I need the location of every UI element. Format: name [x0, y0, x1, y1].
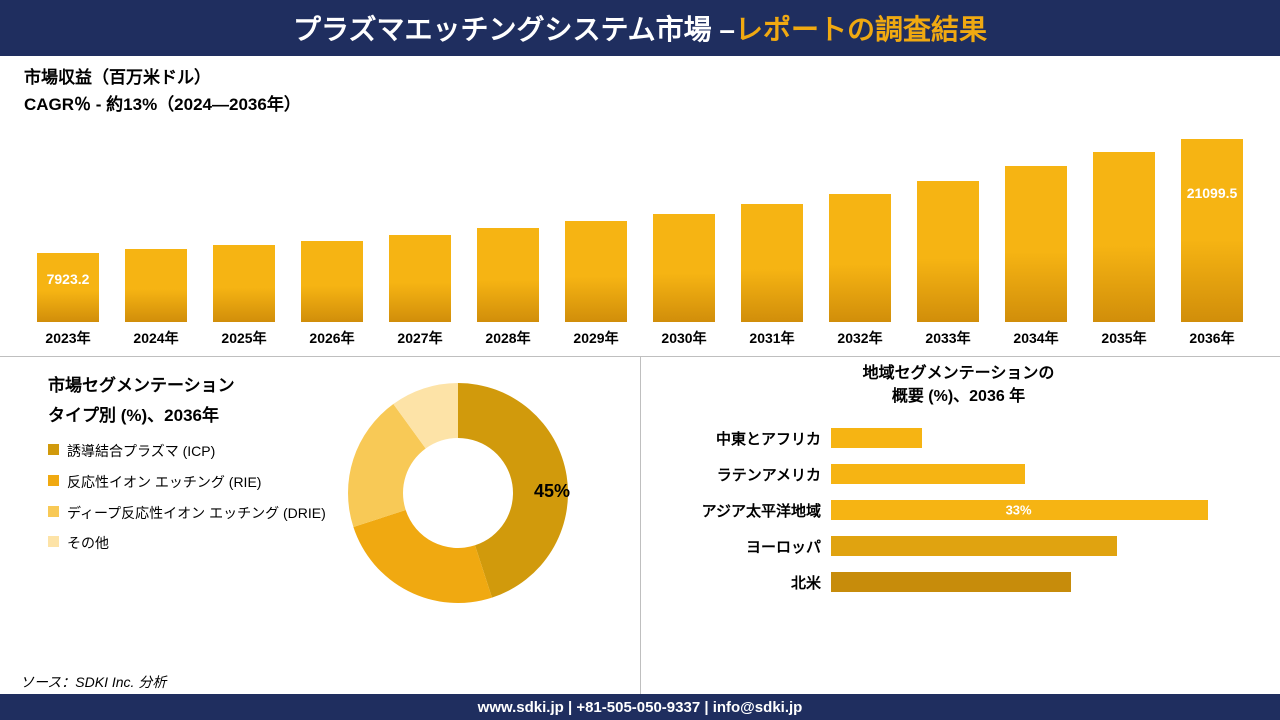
bar-x-label: 2023年	[24, 328, 112, 348]
legend-swatch	[48, 536, 59, 547]
bottom-panels: 市場セグメンテーション タイプ別 (%)、2036年 誘導結合プラズマ (ICP…	[0, 357, 1280, 694]
region-bar	[831, 428, 922, 448]
bar-x-label: 2026年	[288, 328, 376, 348]
bar-cell	[728, 204, 816, 322]
revenue-bar	[1093, 152, 1155, 322]
donut-highlight-label: 45%	[534, 481, 570, 502]
region-bar	[831, 464, 1025, 484]
revenue-bar	[301, 241, 363, 323]
bar-x-label: 2034年	[992, 328, 1080, 348]
region-row: 北米	[661, 564, 1256, 600]
title-accent: レポートの調査結果	[735, 8, 987, 48]
report-title-bar: プラズマエッチングシステム市場 – レポートの調査結果	[0, 0, 1280, 56]
revenue-section: 市場収益（百万米ドル） CAGR％ - 約13%（2024―2036年） 792…	[0, 56, 1280, 348]
donut-slice	[353, 510, 492, 603]
revenue-bar-chart: 7923.221099.5 2023年2024年2025年2026年2027年2…	[24, 122, 1256, 348]
revenue-bar	[741, 204, 803, 322]
bar-x-label: 2028年	[464, 328, 552, 348]
legend-label: ディープ反応性イオン エッチング (DRIE)	[67, 500, 326, 527]
last-bar-value: 21099.5	[1187, 185, 1238, 201]
region-row: ヨーロッパ	[661, 528, 1256, 564]
region-label: 北米	[661, 572, 831, 593]
bar-x-label: 2032年	[816, 328, 904, 348]
region-row: 中東とアフリカ	[661, 420, 1256, 456]
bar-cell: 7923.2	[24, 253, 112, 322]
bar-x-label: 2036年	[1168, 328, 1256, 348]
revenue-subhead-1: 市場収益（百万米ドル）	[24, 64, 1256, 91]
bar-cell	[992, 166, 1080, 323]
first-bar-value: 7923.2	[47, 271, 90, 287]
bar-cell	[640, 214, 728, 323]
revenue-bar: 7923.2	[37, 253, 99, 322]
region-row: アジア太平洋地域 33%	[661, 492, 1256, 528]
bar-x-label: 2035年	[1080, 328, 1168, 348]
donut-chart: 45%	[344, 379, 572, 607]
revenue-bar	[653, 214, 715, 323]
region-track: 33%	[831, 500, 1256, 520]
source-note: ソース：SDKI Inc. 分析	[20, 672, 166, 692]
revenue-bar	[477, 228, 539, 323]
legend-swatch	[48, 506, 59, 517]
region-label: 中東とアフリカ	[661, 428, 831, 449]
region-bar	[831, 572, 1071, 592]
footer-bar: www.sdki.jp | +81-505-050-9337 | info@sd…	[0, 694, 1280, 720]
revenue-bar: 21099.5	[1181, 139, 1243, 322]
bar-cell	[288, 241, 376, 323]
region-track	[831, 572, 1256, 592]
region-bar-value: 33%	[1006, 503, 1032, 518]
region-label: ヨーロッパ	[661, 536, 831, 557]
bar-x-label: 2031年	[728, 328, 816, 348]
bar-cell	[200, 245, 288, 322]
region-label: アジア太平洋地域	[661, 500, 831, 521]
bar-cell	[376, 235, 464, 323]
bar-cell	[552, 221, 640, 323]
legend-label: その他	[67, 530, 109, 557]
bar-cell	[464, 228, 552, 323]
footer-text: www.sdki.jp | +81-505-050-9337 | info@sd…	[478, 699, 803, 716]
region-bar	[831, 536, 1117, 556]
region-hbar-chart: 中東とアフリカラテンアメリカアジア太平洋地域 33% ヨーロッパ北米	[661, 420, 1256, 600]
revenue-bar	[125, 249, 187, 322]
region-label: ラテンアメリカ	[661, 464, 831, 485]
bar-cell	[1080, 152, 1168, 322]
bar-cell	[112, 249, 200, 322]
bar-cell: 21099.5	[1168, 139, 1256, 322]
legend-swatch	[48, 475, 59, 486]
region-track	[831, 428, 1256, 448]
revenue-bar	[565, 221, 627, 323]
region-track	[831, 536, 1256, 556]
bar-x-labels: 2023年2024年2025年2026年2027年2028年2029年2030年…	[24, 328, 1256, 348]
revenue-bar	[1005, 166, 1067, 323]
revenue-bar	[389, 235, 451, 323]
bar-x-label: 2025年	[200, 328, 288, 348]
legend-label: 誘導結合プラズマ (ICP)	[67, 438, 215, 465]
page: プラズマエッチングシステム市場 – レポートの調査結果 市場収益（百万米ドル） …	[0, 0, 1280, 720]
region-track	[831, 464, 1256, 484]
legend-label: 反応性イオン エッチング (RIE)	[67, 469, 261, 496]
legend-swatch	[48, 444, 59, 455]
bar-plot: 7923.2 21099.5	[24, 122, 1256, 322]
region-title-1: 地域セグメンテーションの	[661, 363, 1256, 385]
bar-cell	[816, 194, 904, 323]
revenue-bar	[917, 181, 979, 323]
bar-cell	[904, 181, 992, 323]
segmentation-panel: 市場セグメンテーション タイプ別 (%)、2036年 誘導結合プラズマ (ICP…	[0, 357, 640, 694]
bar-x-label: 2030年	[640, 328, 728, 348]
revenue-bar	[213, 245, 275, 322]
revenue-bar	[829, 194, 891, 323]
bar-x-label: 2033年	[904, 328, 992, 348]
revenue-subhead-2: CAGR％ - 約13%（2024―2036年）	[24, 91, 1256, 118]
region-bar: 33%	[831, 500, 1208, 520]
bar-x-label: 2027年	[376, 328, 464, 348]
bar-x-label: 2024年	[112, 328, 200, 348]
title-main: プラズマエッチングシステム市場 –	[293, 8, 735, 48]
bar-x-label: 2029年	[552, 328, 640, 348]
region-row: ラテンアメリカ	[661, 456, 1256, 492]
region-panel: 地域セグメンテーションの 概要 (%)、2036 年 中東とアフリカラテンアメリ…	[641, 357, 1280, 694]
region-title-2: 概要 (%)、2036 年	[661, 386, 1256, 408]
